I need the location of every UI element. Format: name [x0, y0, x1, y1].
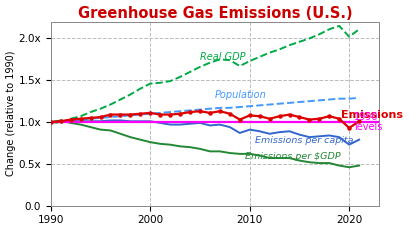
Y-axis label: Change (relative to 1990): Change (relative to 1990): [6, 51, 16, 176]
Text: Real GDP: Real GDP: [200, 52, 245, 62]
Text: Emissions: Emissions: [340, 110, 402, 120]
Text: Emissions per capita: Emissions per capita: [254, 137, 352, 145]
Title: Greenhouse Gas Emissions (U.S.): Greenhouse Gas Emissions (U.S.): [77, 6, 351, 21]
Text: Population: Population: [214, 90, 266, 100]
Text: 1990
levels: 1990 levels: [353, 112, 382, 133]
Text: Emissions per $GDP: Emissions per $GDP: [244, 152, 339, 161]
